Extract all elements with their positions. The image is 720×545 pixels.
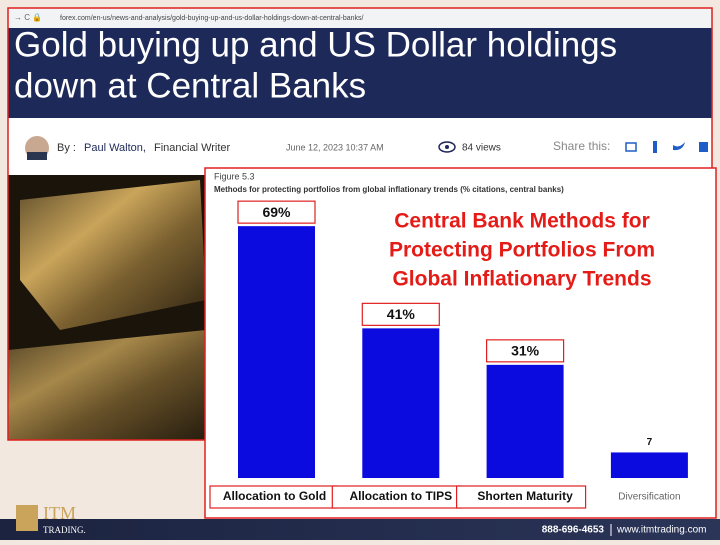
article-title: Gold buying up and US Dollar holdings — [14, 25, 617, 64]
value-label: 31% — [511, 343, 540, 359]
x-tick-label: Shorten Maturity — [477, 489, 573, 503]
logo-mark — [16, 505, 38, 531]
x-tick-label: Diversification — [618, 492, 680, 503]
footer-bar — [0, 519, 720, 540]
gold-bar — [20, 180, 206, 330]
bars: 69% Allocation to Gold 41% Allocation to TI… — [209, 200, 688, 509]
value-label: 69% — [262, 204, 291, 220]
share-twitter[interactable] — [673, 142, 685, 151]
author-role: Financial Writer — [154, 142, 231, 154]
x-tick-label: Allocation to Gold — [223, 489, 326, 503]
value-label: 7 — [647, 437, 653, 448]
chart-title: Central Bank Methods for — [394, 210, 650, 233]
url[interactable]: forex.com/en-us/news-and-analysis/gold-b… — [60, 15, 364, 22]
by: By : — [57, 142, 76, 154]
article-title: down at Central Banks — [14, 66, 366, 105]
share-facebook[interactable] — [653, 141, 657, 153]
value-label-box — [486, 339, 565, 363]
author[interactable]: Paul Walton, — [84, 142, 146, 154]
views-icon — [445, 145, 449, 149]
x-tick-label: Allocation to TIPS — [349, 489, 452, 503]
date: June 12, 2023 10:37 AM — [286, 142, 384, 152]
bar — [238, 226, 315, 478]
author-avatar-suit — [27, 152, 47, 160]
value-label: 41% — [387, 306, 416, 322]
logo-sub: TRADING. — [43, 525, 86, 535]
share-email[interactable] — [625, 142, 637, 152]
share-label: Share this: — [553, 139, 610, 153]
gold-coins — [8, 330, 206, 440]
views: 84 views — [462, 143, 501, 154]
figure-label: Figure 5.3 — [214, 171, 255, 181]
bar — [486, 364, 564, 478]
chart-title: Global Inflationary Trends — [392, 268, 651, 291]
views-icon — [438, 141, 456, 153]
browser-bar — [8, 8, 712, 28]
chart-title: Protecting Portfolios From — [389, 239, 655, 262]
logo: ITM — [43, 503, 76, 523]
phone: 888-696-4653 — [542, 525, 605, 536]
nav-icons: → C 🔒 — [14, 13, 42, 22]
value-label-box — [237, 200, 316, 224]
bar — [362, 328, 440, 478]
category-label-box — [456, 485, 587, 509]
chart-subtitle: Methods for protecting portfolios from g… — [214, 185, 564, 194]
value-label-box — [361, 302, 440, 326]
website[interactable]: www.itmtrading.com — [616, 525, 706, 536]
byline-row — [8, 118, 712, 175]
article-header — [8, 28, 712, 118]
share-linkedin[interactable] — [699, 142, 708, 152]
bar — [610, 452, 688, 478]
